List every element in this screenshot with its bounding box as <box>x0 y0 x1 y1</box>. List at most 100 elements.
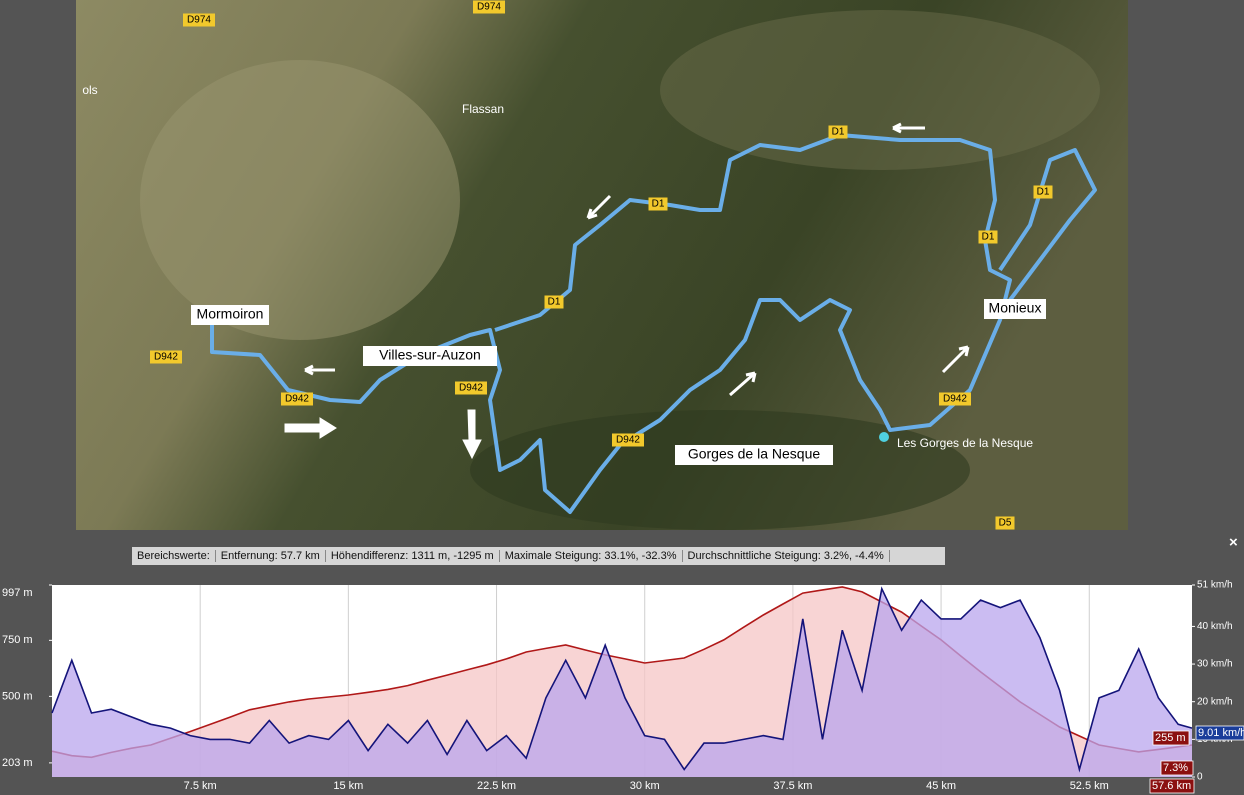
label-box <box>995 516 1015 530</box>
map-label: D942 <box>281 392 313 406</box>
road-label: D974 <box>187 15 211 26</box>
arrow <box>892 122 925 134</box>
place-label: Mormoiron <box>197 306 264 322</box>
label-box <box>191 305 269 325</box>
label-box <box>648 197 668 211</box>
x-tick-label: 22.5 km <box>477 780 516 792</box>
place-label: ols <box>82 83 97 97</box>
label-box <box>150 350 182 364</box>
readout: 7.3% <box>1163 762 1188 774</box>
map-label: D974 <box>473 0 505 14</box>
y-tick-label: 500 m <box>2 690 33 702</box>
stat: Höhendifferenz: 1311 m, -1295 m <box>326 550 500 562</box>
map-label: D5 <box>995 516 1015 530</box>
place-label: Gorges de la Nesque <box>688 446 821 462</box>
map-label: D942 <box>939 392 971 406</box>
map-label: D1 <box>828 125 848 139</box>
x-tick-label: 37.5 km <box>773 780 812 792</box>
label-box <box>473 0 505 14</box>
x-tick-label: 45 km <box>926 780 956 792</box>
label-box <box>984 299 1046 319</box>
road-label: D942 <box>154 352 178 363</box>
label-box <box>183 13 215 27</box>
readout-box <box>1195 725 1244 741</box>
speed-area <box>52 588 1192 777</box>
map: D974 D974 Flassan D1 D1 D1 D1 D1 Mormoiron Villes… <box>76 0 1128 530</box>
label-box <box>544 295 564 309</box>
readout: 255 m <box>1155 732 1186 744</box>
stats-bar: Bereichswerte: Entfernung: 57.7 km Höhen… <box>132 547 945 565</box>
arrow <box>941 345 970 374</box>
place-label: Flassan <box>462 102 504 116</box>
y2-tick-label: 51 km/h <box>1197 580 1233 591</box>
terrain <box>660 10 1100 170</box>
route <box>998 148 1097 302</box>
road-label: D1 <box>832 127 845 138</box>
map-label: Gorges de la Nesque <box>675 445 833 465</box>
map-label: Villes-sur-Auzon <box>363 346 497 366</box>
label-box <box>1033 185 1053 199</box>
terrain <box>140 60 460 340</box>
label-box <box>281 392 313 406</box>
arrow <box>729 371 757 397</box>
label-box <box>978 230 998 244</box>
y2-tick-label: 0 <box>1197 772 1203 783</box>
road-label: D942 <box>459 383 483 394</box>
label-box <box>939 392 971 406</box>
map-label: Les Gorges de la Nesque <box>897 436 1033 450</box>
y2-tick-label: 20 km/h <box>1197 696 1233 707</box>
place-label: Les Gorges de la Nesque <box>897 436 1033 450</box>
close-button[interactable]: × <box>1229 534 1238 551</box>
x-tick-label: 30 km <box>630 780 660 792</box>
y2-tick-label: 40 km/h <box>1197 621 1233 632</box>
readout-box <box>1160 760 1194 776</box>
road-label: D1 <box>982 232 995 243</box>
readout: 9.01 km/h <box>1198 727 1244 739</box>
road-label: D5 <box>999 518 1012 529</box>
readout: 57.6 km <box>1152 780 1191 792</box>
place-label: Villes-sur-Auzon <box>379 347 481 363</box>
map-label: D974 <box>183 13 215 27</box>
x-tick-label: 15 km <box>333 780 363 792</box>
arrows <box>284 122 970 460</box>
profile-chart: 7.5 km 15 km 22.5 km 30 km 37.5 km 45 km 52.5 … <box>2 580 1244 794</box>
arrow <box>462 409 482 460</box>
label-box <box>675 445 833 465</box>
road-label: D942 <box>943 394 967 405</box>
map-label: D1 <box>544 295 564 309</box>
y-tick-label: 203 m <box>2 757 33 769</box>
map-label: Monieux <box>984 299 1046 319</box>
road-label: D1 <box>652 199 665 210</box>
stat: Entfernung: 57.7 km <box>216 550 326 562</box>
stat: Maximale Steigung: 33.1%, -32.3% <box>500 550 683 562</box>
y2-tick-label: 30 km/h <box>1197 659 1233 670</box>
readout-box <box>1152 730 1190 746</box>
map-label: D1 <box>978 230 998 244</box>
map-label: Flassan <box>462 102 504 116</box>
road-label: D1 <box>1037 187 1050 198</box>
route <box>210 133 1012 514</box>
map-label: D1 <box>1033 185 1053 199</box>
readout-box <box>1149 778 1195 794</box>
map-label: D942 <box>150 350 182 364</box>
terrain <box>470 410 970 530</box>
arrow <box>586 194 612 220</box>
place-label: Monieux <box>989 300 1042 316</box>
arrow <box>304 364 335 376</box>
y-tick-label: 750 m <box>2 634 33 646</box>
road-label: D974 <box>477 2 501 13</box>
stat: Durchschnittliche Steigung: 3.2%, -4.4% <box>683 550 890 562</box>
map-label: D942 <box>455 381 487 395</box>
label-box <box>612 433 644 447</box>
label-box <box>455 381 487 395</box>
map-label: ols <box>82 83 97 97</box>
road-label: D942 <box>616 435 640 446</box>
arrow <box>284 417 337 439</box>
map-label: D942 <box>612 433 644 447</box>
label-box <box>828 125 848 139</box>
y-tick-label: 997 m <box>2 587 33 599</box>
x-tick-label: 7.5 km <box>184 780 217 792</box>
map-label: Mormoiron <box>191 305 269 325</box>
label-box <box>363 346 497 366</box>
